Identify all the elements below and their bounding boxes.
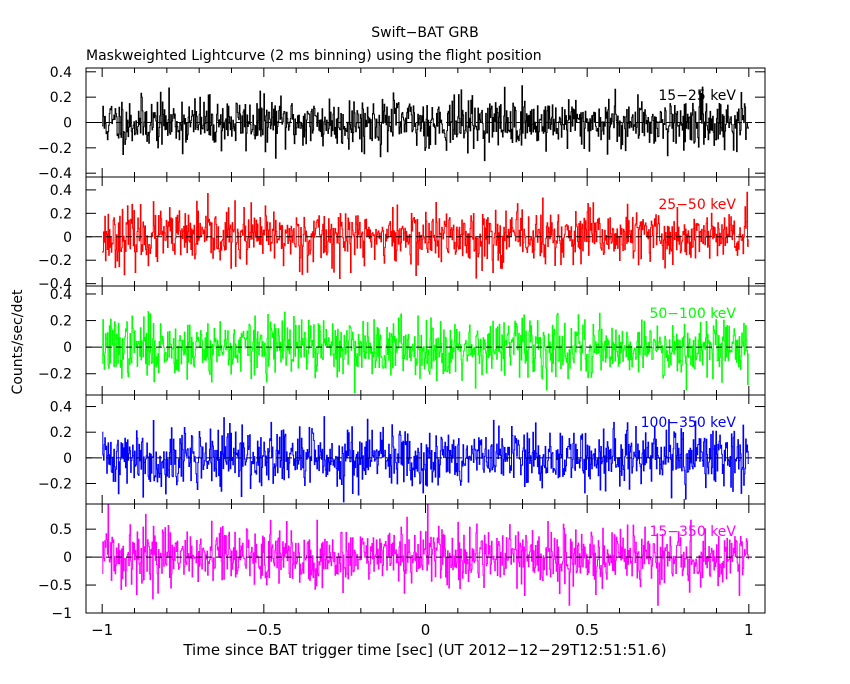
panel-2: −0.2 0 0.2 0.4 50−100 keV xyxy=(38,285,766,396)
panel-1: −0.4 −0.2 0 0.2 0.4 25−50 keV xyxy=(38,176,766,293)
panel-0: −0.4 −0.2 0 0.2 0.4 15−25 keV xyxy=(38,65,766,182)
y-tick-label: 0.4 xyxy=(50,400,72,416)
series-line xyxy=(102,85,749,162)
y-axis-label: Counts/sec/det xyxy=(10,289,26,394)
y-tick-label: −0.5 xyxy=(38,578,72,594)
chart-title: Swift−BAT GRB xyxy=(371,25,478,41)
y-tick-label: −0.2 xyxy=(38,141,72,157)
panel-3: −0.2 0 0.2 0.4 100−350 keV xyxy=(38,394,766,505)
y-tick-label: 0.2 xyxy=(50,90,72,106)
y-tick-label: 0.2 xyxy=(50,206,72,222)
y-tick-label: 0 xyxy=(63,550,72,566)
y-tick-label: −0.2 xyxy=(38,367,72,383)
y-tick-label: 0 xyxy=(63,451,72,467)
chart-subtitle: Maskweighted Lightcurve (2 ms binning) u… xyxy=(86,48,542,64)
x-tick-group: −1 −0.5 0 0.5 1 xyxy=(91,621,754,639)
series-label: 50−100 keV xyxy=(649,306,736,322)
series-line xyxy=(102,416,749,503)
y-tick-label: 0 xyxy=(63,116,72,132)
y-tick-label: 0.4 xyxy=(50,287,72,303)
series-line xyxy=(102,504,749,606)
y-tick-label: 0.5 xyxy=(50,522,72,538)
x-tick-label: −0.5 xyxy=(246,621,282,639)
x-tick-label: 0 xyxy=(421,621,431,639)
y-tick-label: −0.4 xyxy=(38,166,72,182)
series-label: 100−350 keV xyxy=(641,415,737,431)
y-tick-label: −1 xyxy=(51,606,72,622)
y-tick-label: −0.4 xyxy=(38,277,72,293)
y-tick-label: −0.2 xyxy=(38,253,72,269)
series-label: 15−25 keV xyxy=(658,88,736,104)
y-tick-label: −0.2 xyxy=(38,476,72,492)
y-tick-label: 0 xyxy=(63,230,72,246)
x-tick-label: 0.5 xyxy=(575,621,599,639)
x-axis-label: Time since BAT trigger time [sec] (UT 20… xyxy=(182,641,666,659)
panel-4: −1 −0.5 0 0.5 15−350 keV xyxy=(38,503,766,622)
y-tick-label: 0.4 xyxy=(50,183,72,199)
y-tick-label: 0.2 xyxy=(50,314,72,330)
x-tick-label: 1 xyxy=(744,621,754,639)
series-label: 15−350 keV xyxy=(649,524,736,540)
y-tick-label: 0.2 xyxy=(50,425,72,441)
series-line xyxy=(102,191,749,279)
y-tick-label: 0.4 xyxy=(50,65,72,81)
series-label: 25−50 keV xyxy=(658,197,736,213)
y-tick-label: 0 xyxy=(63,340,72,356)
panels-group: −0.4 −0.2 0 0.2 0.4 15−25 keV −0.4 −0.2 0 0.2 0.4 2… xyxy=(38,65,766,622)
x-tick-label: −1 xyxy=(91,621,113,639)
